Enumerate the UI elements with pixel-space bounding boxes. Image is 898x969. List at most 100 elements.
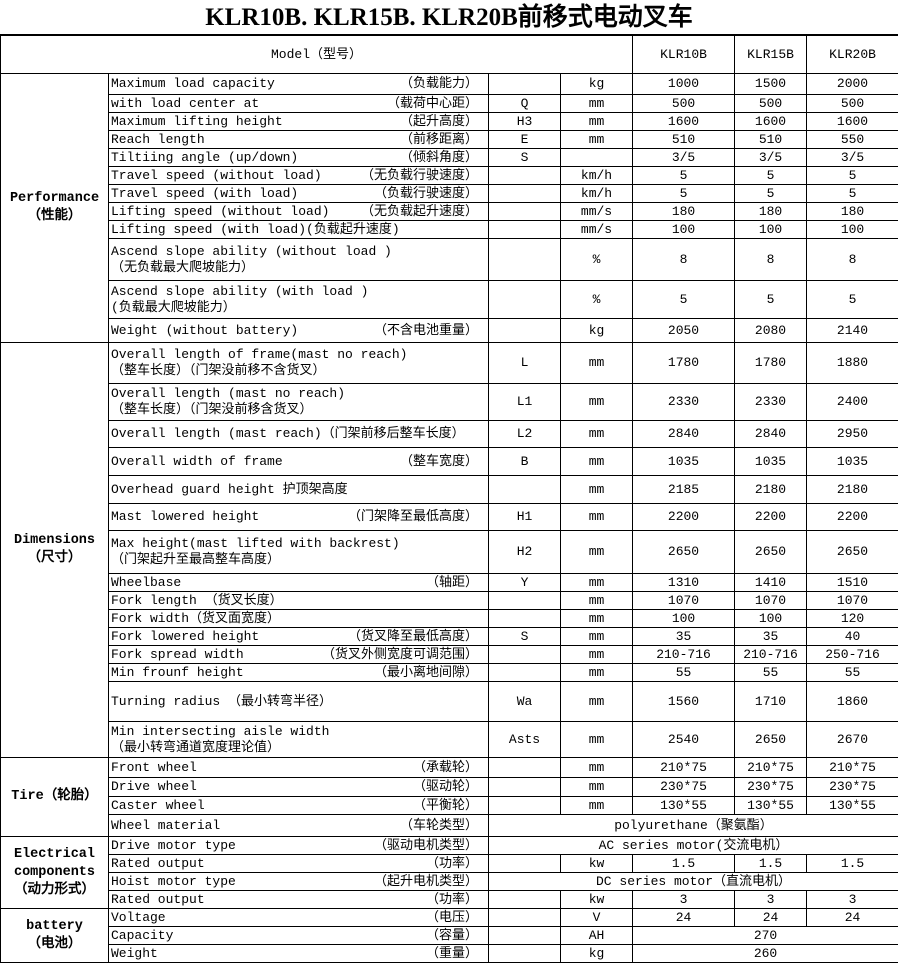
description-en: Ascend slope ability (without load )	[111, 243, 392, 259]
model-header: KLR15B	[734, 35, 808, 74]
spec-symbol: L	[488, 342, 561, 384]
description-zh: （无负载行驶速度）	[360, 167, 478, 183]
model-label: Model（型号）	[0, 35, 634, 74]
spec-value: 35	[734, 627, 808, 646]
spec-unit: mm/s	[559, 202, 634, 221]
group-label-zh: （动力形式）	[14, 882, 95, 898]
spec-unit: mm	[559, 530, 634, 574]
spec-value: 1070	[632, 591, 736, 610]
spec-description: Hoist motor type （起升电机类型）	[108, 872, 489, 891]
spec-symbol: B	[488, 447, 561, 476]
spec-symbol: E	[488, 130, 561, 149]
spec-description: Reach length （前移距离）	[108, 130, 489, 149]
description-en: Overall length (mast no reach)	[111, 386, 346, 401]
spec-row: Overall length (mast reach)（门架前移后整车长度） L2…	[1, 420, 898, 448]
description-en: Wheelbase	[111, 574, 182, 590]
spec-description: Travel speed (with load) （负载行驶速度）	[108, 184, 489, 203]
spec-value: 5	[806, 280, 898, 319]
spec-description: Ascend slope ability (without load ) （无负载…	[108, 238, 489, 281]
spec-symbol: Asts	[488, 721, 561, 758]
description-en: Rated output	[111, 855, 205, 871]
spec-value: 2650	[734, 721, 808, 758]
spec-value: 1410	[734, 573, 808, 592]
description-zh: （整车宽度）	[399, 453, 478, 469]
spec-row: Weight (without battery) （不含电池重量） kg 2050 20…	[1, 318, 898, 343]
spec-value: 1070	[734, 591, 808, 610]
description-zh: （载荷中心距）	[386, 95, 478, 111]
spec-symbol	[488, 591, 561, 610]
spec-value: 100	[632, 609, 736, 628]
spec-value: 5	[632, 184, 736, 203]
description-en: Drive motor type	[111, 837, 236, 853]
spec-row: Fork width（货叉面宽度） mm 100 100 120	[1, 609, 898, 628]
spec-unit: mm	[559, 475, 634, 504]
header-row: Model（型号） KLR10B KLR15B KLR20B	[0, 35, 898, 74]
spec-value: 1310	[632, 573, 736, 592]
description-en: with load center at	[111, 95, 260, 111]
spec-value: 2840	[734, 420, 808, 448]
description: Maximum lifting height （起升高度）	[111, 114, 488, 130]
description-en: Lifting speed (without load)	[111, 203, 330, 219]
group-label: Electrical components （动力形式）	[0, 836, 109, 909]
spec-value: 3	[806, 890, 898, 909]
spec-row: Overall length (mast no reach) （整车长度）（门架没…	[1, 383, 898, 421]
spec-description: Mast lowered height （门架降至最低高度）	[108, 503, 489, 531]
spec-value: 8	[806, 238, 898, 281]
spec-unit: kg	[559, 318, 634, 343]
spec-symbol: Wa	[488, 681, 561, 722]
spec-symbol	[488, 854, 561, 873]
group-label: Tire（轮胎）	[0, 757, 109, 837]
description-en: Rated output	[111, 891, 205, 907]
spec-row: Ascend slope ability (without load ) （无负载…	[1, 238, 898, 281]
spec-value: 1860	[806, 681, 898, 722]
spec-unit: kg	[559, 944, 634, 963]
spec-unit: mm	[559, 130, 634, 149]
spec-description: Min intersecting aisle width （最小转弯通道宽度理论值…	[108, 721, 489, 758]
spec-unit: %	[559, 238, 634, 281]
description-zh: （平衡轮）	[412, 797, 478, 813]
spec-value: 3/5	[734, 148, 808, 167]
document-title: KLR10B. KLR15B. KLR20B前移式电动叉车	[0, 0, 898, 35]
description: Travel speed (without load) （无负载行驶速度）	[111, 168, 488, 184]
spec-value: 210*75	[806, 757, 898, 778]
description: with load center at （载荷中心距）	[111, 96, 488, 112]
spec-value: 1500	[734, 73, 808, 95]
spec-value: 24	[734, 908, 808, 927]
description: Drive wheel （驱动轮）	[111, 779, 488, 795]
spec-value: 1600	[806, 112, 898, 131]
spec-value: 2200	[632, 503, 736, 531]
spec-unit: mm	[559, 721, 634, 758]
spec-description: Drive wheel （驱动轮）	[108, 777, 489, 797]
spec-row: Maximum lifting height （起升高度） H3 mm 1600 1600…	[1, 112, 898, 131]
spec-symbol: H3	[488, 112, 561, 131]
spec-value: 5	[806, 166, 898, 185]
spec-value: 2185	[632, 475, 736, 504]
spec-value: 1560	[632, 681, 736, 722]
spec-row: Tiltiing angle (up/down) （倾斜角度） S 3/5 3/5 3/5	[1, 148, 898, 167]
description: Rated output （功率）	[111, 892, 488, 908]
spec-symbol	[488, 184, 561, 203]
spec-value: 2200	[806, 503, 898, 531]
spec-row: Turning radius （最小转弯半径） Wa mm 1560 1710 1860	[1, 681, 898, 722]
description-en: Wheel material	[111, 817, 221, 833]
spec-value: 2180	[806, 475, 898, 504]
spec-description: Travel speed (without load) （无负载行驶速度）	[108, 166, 489, 185]
spec-value: 1600	[632, 112, 736, 131]
spec-unit: mm	[559, 591, 634, 610]
spec-description: Weight (without battery) （不含电池重量）	[108, 318, 489, 343]
description-en: Min intersecting aisle width	[111, 723, 330, 739]
description-en: Overall width of frame	[111, 453, 283, 469]
spec-value: 1880	[806, 342, 898, 384]
spec-unit	[559, 148, 634, 167]
spec-unit: mm	[559, 503, 634, 531]
spec-value: 5	[806, 184, 898, 203]
spec-value: 100	[632, 220, 736, 239]
description: Weight （重量）	[111, 946, 488, 962]
description: Mast lowered height （门架降至最低高度）	[111, 509, 488, 525]
spec-description: Drive motor type （驱动电机类型）	[108, 836, 489, 855]
description: Fork lowered height （货叉降至最低高度）	[111, 629, 488, 645]
spec-symbol	[488, 890, 561, 909]
description-en: Fork spread width	[111, 646, 244, 662]
